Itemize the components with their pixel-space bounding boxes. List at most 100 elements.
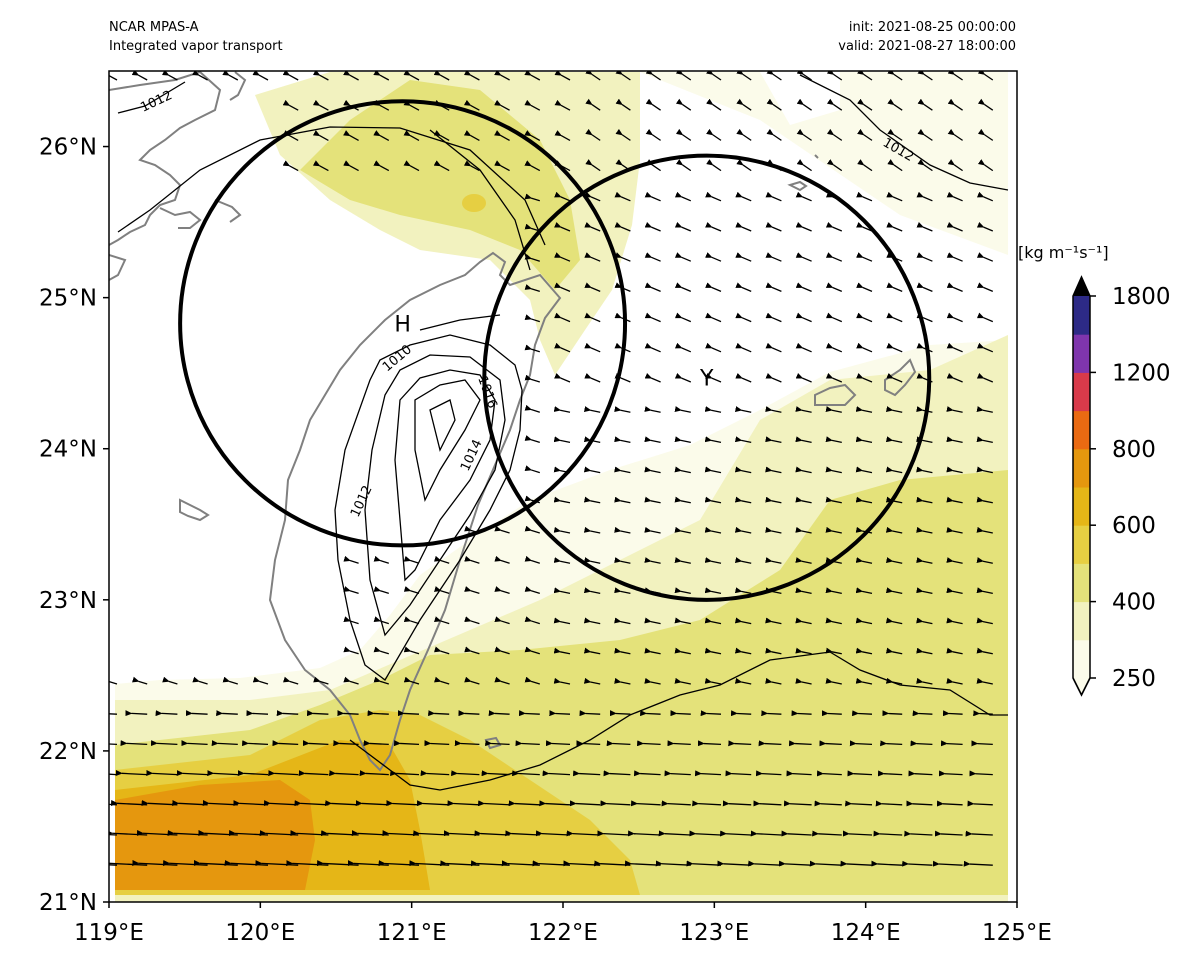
ivt-arrow (735, 252, 752, 262)
ivt-arrow (282, 160, 299, 172)
ivt-arrow (825, 252, 843, 262)
ivt-arrow (603, 770, 631, 777)
ivt-arrow (766, 71, 782, 81)
ivt-arrow (795, 312, 812, 323)
ivt-arrow (816, 770, 842, 777)
ivt-arrow (946, 312, 963, 323)
ivt-arrow (585, 128, 601, 141)
ivt-arrow (655, 860, 691, 867)
ivt-arrow (765, 526, 782, 534)
ivt-arrow (614, 526, 631, 534)
ivt-arrow (977, 71, 994, 81)
ivt-arrow (614, 252, 631, 262)
ivt-arrow (554, 222, 571, 232)
ivt-arrow (614, 406, 631, 413)
ivt-arrow (312, 130, 329, 141)
ivt-arrow (584, 312, 601, 323)
ivt-arrow (730, 710, 752, 717)
ivt-arrow (583, 587, 601, 595)
ivt-arrow (524, 676, 540, 685)
ivt-arrow (222, 71, 239, 81)
x-tick-label: 122°E (528, 920, 598, 946)
ivt-arrow (146, 770, 178, 777)
ivt-arrow (734, 466, 752, 474)
ivt-arrow (855, 436, 873, 444)
ivt-arrow (761, 710, 782, 717)
ivt-arrow (554, 282, 571, 292)
ivt-arrow (735, 312, 752, 323)
ivt-arrow (976, 436, 993, 444)
ivt-arrow (825, 222, 843, 232)
ivt-arrow (359, 770, 389, 777)
ivt-arrow (640, 710, 661, 717)
ivt-arrow (963, 860, 993, 867)
ivt-arrow (795, 617, 812, 625)
ivt-arrow (644, 557, 661, 564)
ivt-arrow (433, 646, 450, 655)
ivt-arrow (906, 800, 933, 807)
x-tick-label: 124°E (831, 920, 901, 946)
ivt-arrow (584, 282, 601, 292)
ivt-arrow (424, 740, 450, 747)
ivt-arrow (886, 312, 903, 323)
ivt-arrow (857, 98, 873, 111)
ivt-arrow (932, 860, 963, 867)
ivt-arrow (825, 677, 842, 685)
ivt-arrow (976, 617, 993, 625)
ivt-arrow (373, 555, 389, 564)
ivt-arrow (704, 677, 722, 685)
ivt-arrow (524, 160, 541, 172)
ivt-arrow (155, 710, 178, 717)
ivt-arrow (524, 314, 540, 323)
ivt-arrow (826, 98, 843, 111)
ivt-arrow (934, 830, 963, 837)
ivt-arrow (917, 128, 933, 141)
ivt-arrow (524, 374, 540, 383)
ivt-arrow (614, 436, 631, 444)
ivt-arrow (566, 830, 601, 837)
ivt-arrow (614, 191, 631, 202)
ivt-band-500-patch (462, 194, 486, 212)
ivt-arrow (202, 800, 238, 807)
ivt-arrow (694, 770, 722, 777)
init-time: init: 2021-08-25 00:00:00 (848, 20, 1016, 35)
colorbar-tick-label: 250 (1112, 666, 1156, 692)
ivt-arrow (885, 466, 903, 474)
ivt-arrow (856, 252, 873, 262)
ivt-arrow (734, 496, 752, 504)
ivt-arrow (809, 860, 842, 867)
ivt-arrow (912, 710, 933, 717)
ivt-arrow (705, 342, 722, 353)
ivt-arrow (795, 647, 812, 655)
ivt-arrow (393, 740, 420, 747)
colorbar-tick-label: 600 (1112, 513, 1156, 539)
ivt-arrow (524, 344, 540, 353)
ivt-arrow (705, 373, 722, 383)
ivt-arrow (976, 282, 994, 292)
ivt-arrow (946, 406, 963, 413)
ivt-arrow (579, 710, 601, 717)
circle-label-h: H (394, 312, 411, 337)
coastline-mainland (109, 71, 222, 246)
ivt-arrow (494, 555, 510, 564)
ivt-arrow (524, 71, 541, 81)
ivt-arrow (433, 71, 450, 81)
ivt-arrow (765, 252, 782, 262)
ivt-arrow (524, 435, 540, 444)
ivt-arrow (826, 128, 843, 141)
ivt-arrow (734, 557, 752, 564)
ivt-arrow (674, 587, 691, 595)
ivt-arrow (658, 830, 691, 837)
ivt-arrow (524, 253, 540, 262)
ivt-arrow (505, 830, 540, 837)
ivt-arrow (397, 710, 420, 717)
ivt-arrow (946, 436, 963, 444)
ivt-arrow (644, 373, 661, 383)
ivt-arrow (705, 191, 722, 202)
ivt-arrow (871, 860, 903, 867)
ivt-arrow (416, 800, 450, 807)
region-circles (178, 99, 932, 602)
ivt-arrow (614, 647, 631, 655)
ivt-arrow (885, 436, 903, 444)
ivt-arrow (916, 587, 933, 595)
